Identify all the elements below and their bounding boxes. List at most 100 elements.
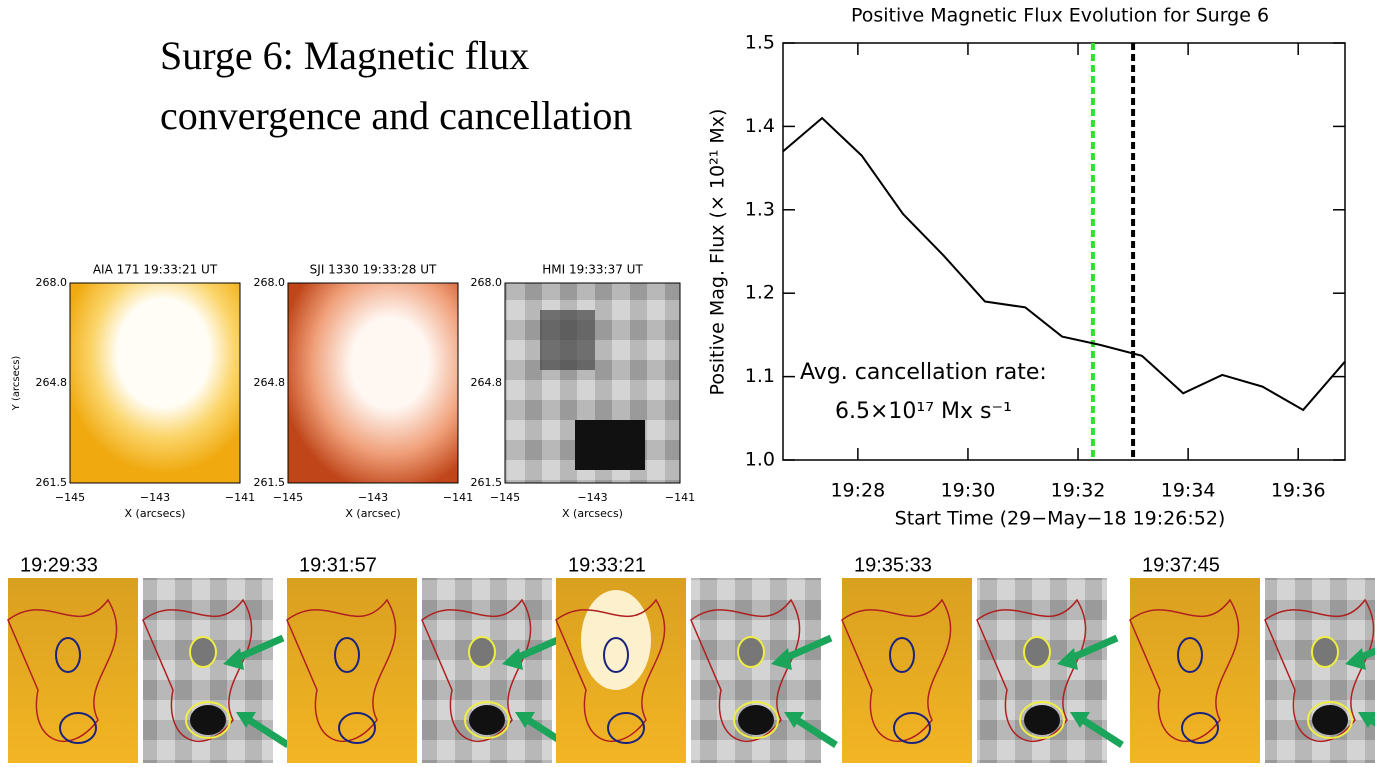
data-line xyxy=(782,116,1346,412)
timestamp: 19:29:33 xyxy=(20,554,98,576)
dark-spot xyxy=(190,705,226,735)
arrow-head xyxy=(1345,648,1366,670)
heading: convergence and cancellation xyxy=(160,93,632,138)
timestamp: 19:33:21 xyxy=(568,554,646,576)
y-tick-label: 268.0 xyxy=(36,276,68,289)
arrow-head xyxy=(1057,648,1078,670)
x-axis-label: X (arcsec) xyxy=(345,507,400,520)
y-tick-label: 1.4 xyxy=(745,115,775,137)
contour xyxy=(189,636,217,668)
hmi-image xyxy=(143,578,273,763)
arrow-head xyxy=(1358,712,1375,728)
x-tick-label: −141 xyxy=(443,491,473,504)
contour xyxy=(603,637,629,673)
contour xyxy=(338,712,376,744)
dark-spot xyxy=(469,705,505,735)
annotation: 6.5×10¹⁷ Mx s⁻¹ xyxy=(835,399,1012,424)
panel-title: HMI 19:33:37 UT xyxy=(542,263,643,277)
y-tick-label: 261.5 xyxy=(471,476,503,489)
x-axis-label: X (arcsecs) xyxy=(562,507,623,520)
dark-spot xyxy=(1312,705,1348,735)
annotation: Avg. cancellation rate: xyxy=(800,360,1047,385)
x-tick-label: −143 xyxy=(358,491,388,504)
contour xyxy=(464,701,510,739)
contour xyxy=(733,701,779,739)
x-tick-label: −145 xyxy=(273,491,303,504)
x-tick-label: −143 xyxy=(140,491,170,504)
arrow-head xyxy=(236,712,256,728)
chart-title: Positive Magnetic Flux Evolution for Sur… xyxy=(851,5,1269,27)
contour xyxy=(1023,636,1051,668)
dark-spot xyxy=(738,705,774,735)
contour xyxy=(7,598,118,742)
image-strip xyxy=(7,578,1375,763)
y-tick-label: 264.8 xyxy=(36,376,68,389)
y-tick-label: 1.0 xyxy=(745,449,775,471)
plot-frame xyxy=(782,42,1346,461)
arrow-head xyxy=(502,648,523,670)
y-tick-label: 264.8 xyxy=(471,376,503,389)
hmi-image xyxy=(422,578,552,763)
timestamp: 19:37:45 xyxy=(1142,554,1220,576)
contour xyxy=(55,637,81,673)
x-tick-label: 19:36 xyxy=(1271,480,1326,502)
contour xyxy=(1019,701,1065,739)
y-tick-label: 1.1 xyxy=(745,365,775,387)
y-tick-label: 268.0 xyxy=(471,276,503,289)
x-tick-label: −143 xyxy=(577,491,607,504)
x-tick-label: 19:34 xyxy=(1161,480,1216,502)
y-tick-label: 1.5 xyxy=(745,32,775,54)
contour xyxy=(1129,598,1240,742)
heading: Surge 6: Magnetic flux xyxy=(160,33,529,78)
arrow xyxy=(792,715,838,748)
hmi-image xyxy=(977,578,1107,763)
contour xyxy=(1311,636,1339,668)
contour xyxy=(185,701,231,739)
arrow-head xyxy=(771,648,792,670)
timestamp: 19:35:33 xyxy=(854,554,932,576)
y-tick-label: 264.8 xyxy=(254,376,286,389)
contour xyxy=(334,637,360,673)
timestamp: 19:31:57 xyxy=(299,554,377,576)
arrow xyxy=(244,715,290,748)
x-tick-label: 19:30 xyxy=(941,480,996,502)
contour xyxy=(841,598,952,742)
arrow-head xyxy=(223,648,244,670)
map-panel xyxy=(69,282,681,484)
hmi-image xyxy=(691,578,821,763)
contour xyxy=(59,712,97,744)
panel-title: SJI 1330 19:33:28 UT xyxy=(310,263,437,277)
y-tick-label: 261.5 xyxy=(36,476,68,489)
contour xyxy=(468,636,496,668)
contour xyxy=(1181,712,1219,744)
map-image xyxy=(287,282,459,484)
arrow-head xyxy=(1070,712,1090,728)
contour xyxy=(893,712,931,744)
contour xyxy=(286,598,397,742)
bright-region xyxy=(581,590,651,690)
x-tick-label: −145 xyxy=(490,491,520,504)
contour xyxy=(1307,701,1353,739)
x-axis-label: Start Time (29−May−18 19:26:52) xyxy=(895,508,1226,530)
x-tick-label: −141 xyxy=(225,491,255,504)
contour xyxy=(555,598,666,742)
contour xyxy=(1177,637,1203,673)
arrow xyxy=(1078,715,1124,748)
x-tick-label: 19:28 xyxy=(830,480,885,502)
y-axis-label: Y (arcsecs) xyxy=(11,356,22,412)
map-image xyxy=(69,282,241,484)
y-tick-label: 1.2 xyxy=(745,282,775,304)
arrow-head xyxy=(515,712,535,728)
x-tick-label: −145 xyxy=(55,491,85,504)
map-feature xyxy=(575,420,645,470)
dark-spot xyxy=(1024,705,1060,735)
x-axis-label: X (arcsecs) xyxy=(125,507,186,520)
contour xyxy=(737,636,765,668)
map-feature xyxy=(540,310,595,370)
arrow-head xyxy=(784,712,804,728)
x-tick-label: 19:32 xyxy=(1051,480,1106,502)
y-tick-label: 268.0 xyxy=(254,276,286,289)
x-tick-label: −141 xyxy=(665,491,695,504)
y-tick-label: 261.5 xyxy=(254,476,286,489)
